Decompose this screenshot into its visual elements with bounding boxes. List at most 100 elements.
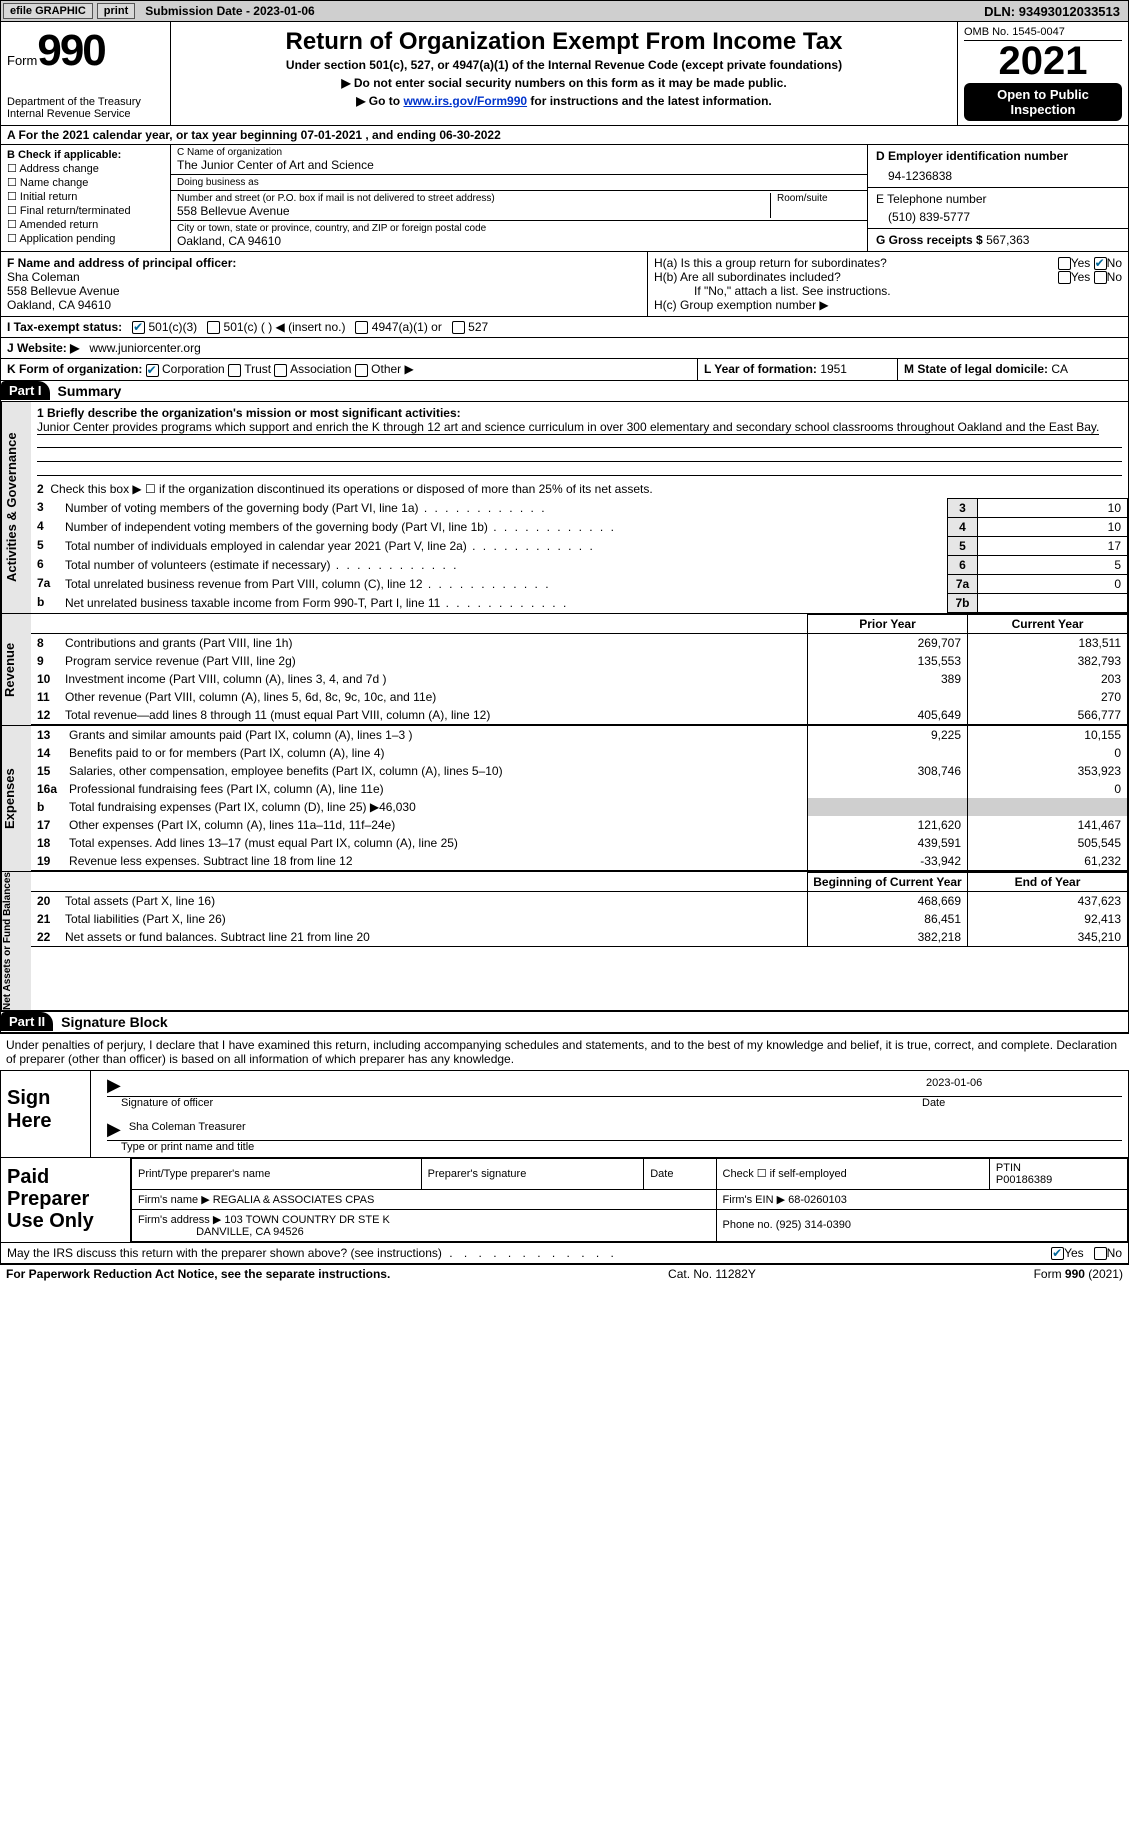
irs-link[interactable]: www.irs.gov/Form990	[403, 94, 527, 108]
chk-trust[interactable]	[228, 364, 241, 377]
topbar: efile GRAPHIC print Submission Date - 20…	[0, 0, 1129, 22]
net-assets-table: Beginning of Current Year End of Year 20…	[31, 872, 1128, 947]
table-row: 8Contributions and grants (Part VIII, li…	[31, 633, 1128, 652]
form-subtitle-1: Under section 501(c), 527, or 4947(a)(1)…	[177, 58, 951, 72]
city-label: City or town, state or province, country…	[177, 223, 861, 234]
table-row: 4Number of independent voting members of…	[31, 517, 1128, 536]
discuss-no-checkbox[interactable]	[1094, 1247, 1107, 1260]
section-c: C Name of organization The Junior Center…	[171, 145, 868, 251]
form-subtitle-2: ▶ Do not enter social security numbers o…	[177, 76, 951, 90]
footer-right: Form 990 (2021)	[1034, 1267, 1123, 1281]
chk-501c[interactable]	[207, 321, 220, 334]
table-row: 14Benefits paid to or for members (Part …	[31, 744, 1128, 762]
chk-501c3[interactable]	[132, 321, 145, 334]
hb-label: H(b) Are all subordinates included?	[654, 270, 1058, 284]
sig-date: 2023-01-06	[922, 1075, 1122, 1096]
c-name-label: C Name of organization	[177, 147, 861, 158]
g-gross-label: G Gross receipts $	[876, 233, 983, 247]
period-line: A For the 2021 calendar year, or tax yea…	[0, 126, 1129, 145]
submission-date-label: Submission Date - 2023-01-06	[137, 4, 322, 18]
part-2-label: Part II	[1, 1012, 53, 1031]
paid-preparer-block: Paid Preparer Use Only Print/Type prepar…	[0, 1158, 1129, 1243]
prep-selfemp[interactable]: Check ☐ if self-employed	[716, 1158, 989, 1189]
arrow-icon: ▶	[107, 1075, 121, 1096]
part-1-title: Summary	[50, 381, 130, 401]
firm-phone: Phone no. (925) 314-0390	[716, 1209, 1127, 1241]
chk-address-change[interactable]: ☐ Address change	[7, 162, 164, 175]
h-note: If "No," attach a list. See instructions…	[654, 284, 1122, 298]
arrow-icon: ▶	[107, 1119, 121, 1140]
prep-ptin: PTINP00186389	[989, 1158, 1127, 1189]
perjury-text: Under penalties of perjury, I declare th…	[0, 1033, 1129, 1070]
ha-yes-checkbox[interactable]	[1058, 257, 1071, 270]
prior-year-header: Prior Year	[808, 614, 968, 633]
net-assets-section: Net Assets or Fund Balances Beginning of…	[0, 872, 1129, 1011]
entity-block: B Check if applicable: ☐ Address change …	[0, 145, 1129, 252]
table-row: 9Program service revenue (Part VIII, lin…	[31, 652, 1128, 670]
state-domicile: CA	[1051, 362, 1068, 376]
part-1-label: Part I	[1, 381, 50, 400]
year-formation: 1951	[820, 362, 847, 376]
type-name-label: Type or print name and title	[121, 1141, 1122, 1153]
firm-name: Firm's name ▶ REGALIA & ASSOCIATES CPAS	[132, 1189, 717, 1209]
hb-no-checkbox[interactable]	[1094, 271, 1107, 284]
chk-4947[interactable]	[355, 321, 368, 334]
efile-button[interactable]: efile GRAPHIC	[3, 3, 93, 19]
chk-association[interactable]	[274, 364, 287, 377]
ha-no-checkbox[interactable]	[1094, 257, 1107, 270]
footer-left: For Paperwork Reduction Act Notice, see …	[6, 1267, 390, 1281]
dept-label: Department of the Treasury Internal Reve…	[7, 96, 164, 120]
vlabel-expenses: Expenses	[1, 726, 31, 871]
activities-governance: Activities & Governance 1 Briefly descri…	[0, 402, 1129, 614]
prep-date-label: Date	[644, 1158, 716, 1189]
discuss-yes-checkbox[interactable]	[1051, 1247, 1064, 1260]
table-row: 11Other revenue (Part VIII, column (A), …	[31, 688, 1128, 706]
hb-yes-checkbox[interactable]	[1058, 271, 1071, 284]
chk-amended-return[interactable]: ☐ Amended return	[7, 218, 164, 231]
officer-h-block: F Name and address of principal officer:…	[0, 252, 1129, 317]
table-row: 12Total revenue—add lines 8 through 11 (…	[31, 706, 1128, 725]
table-row: 16aProfessional fundraising fees (Part I…	[31, 780, 1128, 798]
officer-addr2: Oakland, CA 94610	[7, 298, 111, 312]
org-name: The Junior Center of Art and Science	[177, 158, 861, 172]
section-klm: K Form of organization: Corporation Trus…	[0, 359, 1129, 380]
sign-here-label: Sign Here	[1, 1071, 91, 1157]
table-row: bTotal fundraising expenses (Part IX, co…	[31, 798, 1128, 816]
chk-name-change[interactable]: ☐ Name change	[7, 176, 164, 189]
line-1-label: 1 Briefly describe the organization's mi…	[37, 406, 461, 420]
section-l: L Year of formation: 1951	[698, 359, 898, 379]
firm-address: Firm's address ▶ 103 TOWN COUNTRY DR STE…	[132, 1209, 717, 1241]
chk-527[interactable]	[452, 321, 465, 334]
signature-field[interactable]	[125, 1075, 922, 1096]
street-label: Number and street (or P.O. box if mail i…	[177, 193, 764, 204]
table-row: 3Number of voting members of the governi…	[31, 498, 1128, 517]
table-row: 19Revenue less expenses. Subtract line 1…	[31, 852, 1128, 871]
table-row: 20Total assets (Part X, line 16)468,6694…	[31, 891, 1128, 910]
section-h: H(a) Is this a group return for subordin…	[648, 252, 1128, 316]
part-2-title: Signature Block	[53, 1012, 176, 1032]
chk-initial-return[interactable]: ☐ Initial return	[7, 190, 164, 203]
i-label: I Tax-exempt status:	[7, 320, 122, 334]
sig-date-label: Date	[922, 1097, 1122, 1109]
gross-receipts: 567,363	[986, 233, 1029, 247]
expenses-section: Expenses 13Grants and similar amounts pa…	[0, 726, 1129, 872]
d-ein-label: D Employer identification number	[876, 149, 1068, 163]
sign-here-block: Sign Here ▶ 2023-01-06 Signature of offi…	[0, 1070, 1129, 1158]
beginning-year-header: Beginning of Current Year	[808, 872, 968, 891]
firm-ein: Firm's EIN ▶ 68-0260103	[716, 1189, 1127, 1209]
chk-final-return[interactable]: ☐ Final return/terminated	[7, 204, 164, 217]
chk-corporation[interactable]	[146, 364, 159, 377]
website-url: www.juniorcenter.org	[89, 341, 200, 355]
header-right: OMB No. 1545-0047 2021 Open to Public In…	[958, 22, 1128, 125]
title-box: Return of Organization Exempt From Incom…	[171, 22, 958, 125]
form-subtitle-3: ▶ Go to www.irs.gov/Form990 for instruct…	[177, 94, 951, 108]
section-j: J Website: ▶ www.juniorcenter.org	[0, 338, 1129, 359]
part-2-bar: Part II Signature Block	[0, 1011, 1129, 1033]
table-row: 21Total liabilities (Part X, line 26)86,…	[31, 910, 1128, 928]
print-button[interactable]: print	[97, 3, 135, 19]
table-row: 7aTotal unrelated business revenue from …	[31, 574, 1128, 593]
table-row: 18Total expenses. Add lines 13–17 (must …	[31, 834, 1128, 852]
chk-application-pending[interactable]: ☐ Application pending	[7, 232, 164, 245]
chk-other[interactable]	[355, 364, 368, 377]
form-number-box: Form990 Department of the Treasury Inter…	[1, 22, 171, 125]
